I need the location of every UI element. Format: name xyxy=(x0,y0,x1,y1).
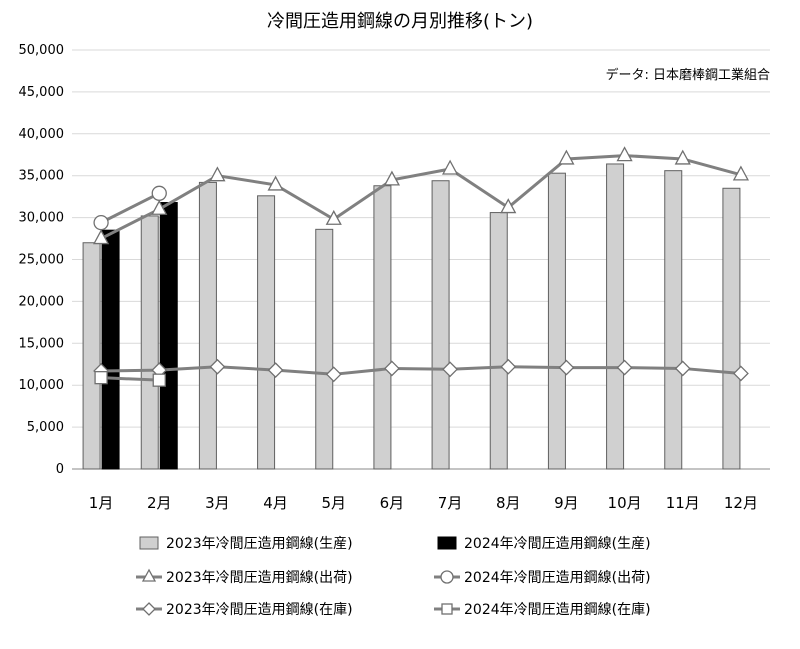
bar xyxy=(722,187,741,470)
legend-label: 2023年冷間圧造用鋼線(出荷) xyxy=(166,570,353,586)
data-point xyxy=(383,170,401,186)
series-lines xyxy=(92,146,750,387)
y-tick-label: 15,000 xyxy=(19,336,65,351)
x-tick-label: 9月 xyxy=(554,494,579,512)
x-tick-label: 8月 xyxy=(496,494,521,512)
data-point xyxy=(267,362,284,379)
data-point xyxy=(151,185,167,201)
data-point xyxy=(94,371,108,385)
bar xyxy=(159,202,178,470)
legend-swatch xyxy=(139,536,159,550)
y-tick-label: 10,000 xyxy=(19,378,65,393)
bar xyxy=(489,212,508,470)
legend-label: 2023年冷間圧造用鋼線(在庫) xyxy=(166,601,353,618)
bar xyxy=(82,242,101,470)
data-point xyxy=(440,570,454,584)
y-tick-label: 35,000 xyxy=(19,169,65,184)
y-axis-tick-labels: 0 5,000 10,000 15,000 20,000 25,000 30,000 35,0… xyxy=(19,43,65,477)
y-tick-label: 5,000 xyxy=(27,420,64,435)
data-point xyxy=(558,149,575,165)
legend-label: 2024年冷間圧造用鋼線(在庫) xyxy=(464,601,651,618)
data-point xyxy=(141,568,157,582)
bar xyxy=(198,181,217,470)
data-point xyxy=(209,358,226,375)
data-point xyxy=(152,373,166,387)
data-point xyxy=(674,360,691,377)
y-tick-label: 40,000 xyxy=(19,127,65,142)
x-tick-label: 4月 xyxy=(263,494,288,512)
data-point xyxy=(93,214,109,231)
bar xyxy=(431,180,450,470)
bar xyxy=(101,229,120,470)
x-tick-label: 2月 xyxy=(147,494,172,512)
y-tick-label: 20,000 xyxy=(19,294,65,309)
bar xyxy=(606,163,625,470)
series-line xyxy=(101,376,160,382)
x-tick-label: 12月 xyxy=(724,494,758,512)
bar xyxy=(140,215,159,470)
y-tick-label: 50,000 xyxy=(19,43,65,58)
y-tick-label: 30,000 xyxy=(19,211,65,226)
data-point xyxy=(325,209,342,225)
data-point xyxy=(441,159,459,175)
gridlines xyxy=(72,49,770,470)
data-point xyxy=(151,199,168,215)
data-point xyxy=(500,358,517,375)
data-point xyxy=(325,366,342,383)
x-tick-label: 10月 xyxy=(608,494,642,512)
data-point xyxy=(616,146,633,162)
x-tick-label: 3月 xyxy=(205,494,230,512)
bar xyxy=(315,228,334,470)
data-point xyxy=(92,229,110,245)
x-tick-label: 7月 xyxy=(438,494,463,512)
series-line xyxy=(100,191,160,224)
x-axis-tick-labels: 1月 2月 3月 4月 5月 6月 7月 8月 9月 10月 11月 12月 xyxy=(89,494,758,512)
chart-title: 冷間圧造用鋼線の月別推移(トン) xyxy=(267,11,533,32)
data-point xyxy=(500,198,517,214)
x-tick-label: 5月 xyxy=(321,494,346,512)
x-tick-label: 6月 xyxy=(380,494,405,512)
data-point xyxy=(383,360,400,377)
data-point xyxy=(441,603,453,615)
y-tick-label: 45,000 xyxy=(19,85,65,100)
x-tick-label: 1月 xyxy=(89,494,114,512)
legend-swatch xyxy=(437,536,457,550)
data-point xyxy=(732,365,749,382)
data-point xyxy=(558,359,575,376)
legend-label: 2024年冷間圧造用鋼線(生産) xyxy=(464,536,651,552)
legend: 2023年冷間圧造用鋼線(生産) 2024年冷間圧造用鋼線(生産) 2023年冷間圧… xyxy=(136,536,651,618)
bar xyxy=(664,170,683,470)
data-point xyxy=(732,165,750,181)
series-line xyxy=(101,365,742,376)
bar xyxy=(373,185,392,470)
bar xyxy=(547,172,566,470)
source-note: データ: 日本磨棒鋼工業組合 xyxy=(605,67,770,83)
data-point xyxy=(142,602,156,616)
x-tick-label: 11月 xyxy=(666,494,700,512)
y-tick-label: 25,000 xyxy=(19,253,65,268)
data-point xyxy=(442,361,459,378)
data-point xyxy=(209,166,226,182)
data-point xyxy=(616,359,633,376)
legend-label: 2023年冷間圧造用鋼線(生産) xyxy=(166,536,353,552)
data-point xyxy=(267,175,284,191)
bars xyxy=(82,163,741,470)
data-point xyxy=(674,149,691,165)
bar xyxy=(257,195,276,470)
legend-label: 2024年冷間圧造用鋼線(出荷) xyxy=(464,570,651,586)
series-line xyxy=(100,154,742,240)
y-tick-label: 0 xyxy=(56,462,64,477)
